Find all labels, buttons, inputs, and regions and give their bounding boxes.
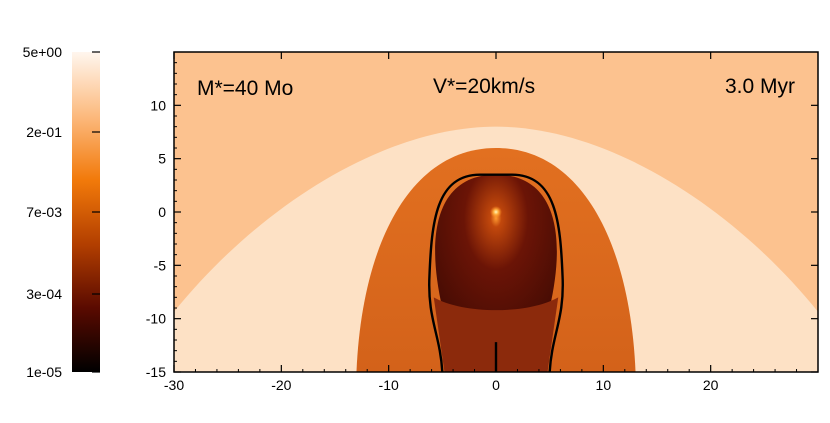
cavity-lower-region xyxy=(433,297,559,372)
y-tick-label: -10 xyxy=(146,311,166,327)
colorbar-tick-label: 1e-05 xyxy=(26,364,62,380)
x-tick-label: 0 xyxy=(492,377,500,393)
y-tick-label: 5 xyxy=(158,151,166,167)
star xyxy=(490,206,502,218)
colorbar-ticks: 5e+00 2e-01 7e-03 3e-04 1e-05 xyxy=(23,44,100,380)
colorbar-tick-label: 7e-03 xyxy=(26,204,62,220)
contour-line xyxy=(428,173,564,372)
annotation-time: 3.0 Myr xyxy=(725,75,795,98)
x-axis-ticks: -30 -20 -10 0 10 20 xyxy=(164,52,798,393)
x-tick-label: -30 xyxy=(164,377,184,393)
colorbar: 5e+00 2e-01 7e-03 3e-04 1e-05 xyxy=(23,44,100,380)
annotation-mass: M*=40 Mo xyxy=(197,77,293,100)
x-tick-label: 20 xyxy=(703,377,719,393)
y-tick-label: -15 xyxy=(146,364,166,380)
x-tick-label: 10 xyxy=(596,377,612,393)
colorbar-tick-label: 5e+00 xyxy=(23,44,63,60)
colorbar-tick-label: 3e-04 xyxy=(26,286,62,302)
y-tick-label: -5 xyxy=(154,257,167,273)
x-tick-label: -10 xyxy=(379,377,399,393)
colorbar-tick-label: 2e-01 xyxy=(26,124,62,140)
plot-area: -30 -20 -10 0 10 20 -15 -10 -5 0 5 10 M*=40 Mo V*=… xyxy=(146,51,819,393)
y-axis-ticks: -15 -10 -5 0 5 10 xyxy=(146,62,818,380)
y-tick-label: 10 xyxy=(150,97,166,113)
annotation-velocity: V*=20km/s xyxy=(433,75,535,98)
y-tick-label: 0 xyxy=(158,204,166,220)
x-tick-label: -20 xyxy=(271,377,291,393)
